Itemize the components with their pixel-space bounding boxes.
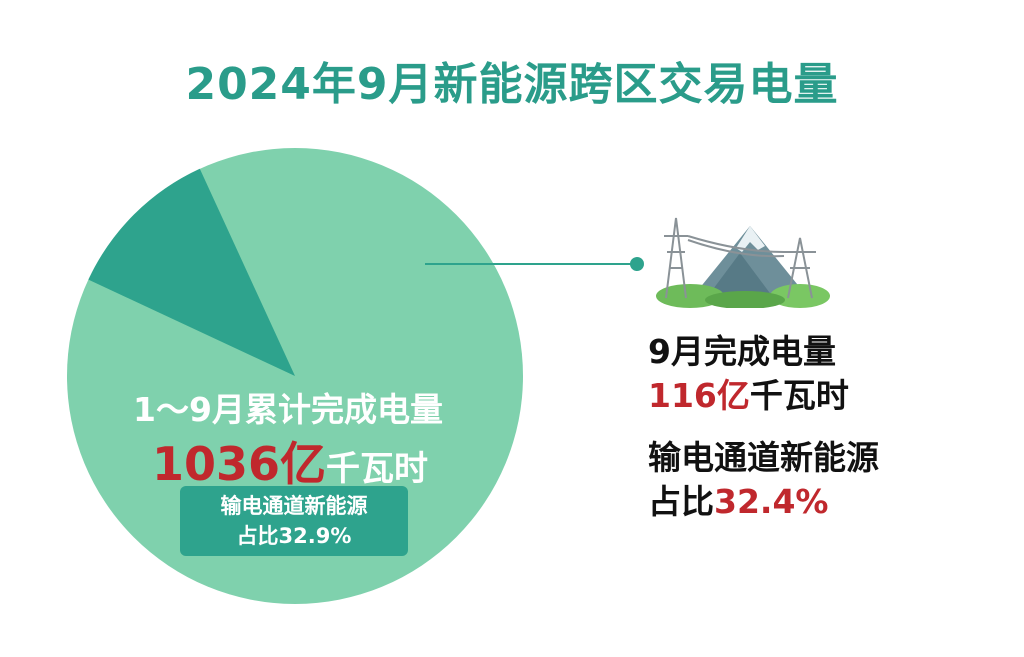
chart-title: 2024年9月新能源跨区交易电量: [185, 59, 839, 110]
pie-cumulative-label: 1～9月累计完成电量: [133, 390, 443, 429]
september-total: 116亿千瓦时: [648, 374, 879, 418]
september-share-prefix: 占比: [648, 482, 714, 521]
september-share-line2: 占比32.4%: [648, 480, 879, 524]
september-share-value: 32.4%: [714, 482, 829, 521]
pie-share-line2: 占比32.9%: [236, 524, 352, 548]
pie-cumulative-total: 1036亿千瓦时: [100, 428, 480, 494]
pie-slice-september: [88, 168, 296, 376]
september-share-line1: 输电通道新能源: [648, 438, 879, 477]
september-summary: 9月完成电量 116亿千瓦时 输电通道新能源 占比32.4%: [648, 330, 879, 524]
pie-share-badge: 输电通道新能源 占比32.9%: [180, 486, 408, 556]
september-unit: 千瓦时: [749, 376, 849, 415]
callout-dot: [630, 257, 644, 271]
pie-share-line1: 输电通道新能源: [220, 494, 368, 518]
power-tower-mountain-icon: [656, 217, 830, 308]
september-label: 9月完成电量: [648, 332, 836, 371]
pie-total-value: 1036亿: [151, 437, 327, 491]
september-value: 116亿: [648, 376, 750, 415]
pie-total-unit: 千瓦时: [326, 449, 429, 489]
